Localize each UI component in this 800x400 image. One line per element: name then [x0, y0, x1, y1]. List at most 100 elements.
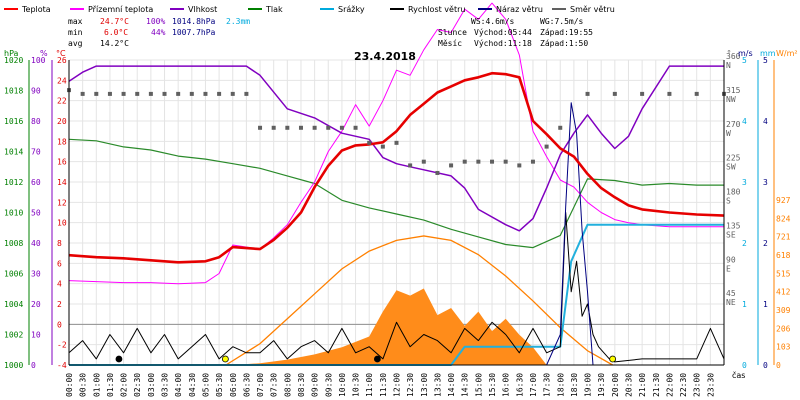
- direction-tick-label: 90: [726, 255, 736, 264]
- time-tick-label: 22:30: [679, 373, 688, 397]
- info-moon-rise: Východ:11:18: [474, 39, 532, 48]
- stats-avg-temp: 14.2°C: [100, 39, 129, 48]
- unit-c: °C: [56, 49, 66, 58]
- time-tick-label: 16:30: [515, 373, 524, 397]
- wind-speed-line: [68, 212, 725, 363]
- stats-min-temp: 6.0°C: [104, 28, 128, 37]
- legend-label: Tlak: [265, 5, 283, 14]
- c-tick-label: 8: [57, 239, 62, 248]
- unit-hpa: hPa: [4, 49, 19, 58]
- stats-avg-label: avg: [68, 39, 83, 48]
- axes: 1020101810161014101210101008100610041002…: [4, 52, 791, 397]
- wm2-tick-label: 721: [776, 233, 791, 242]
- wind-direction-point: [230, 91, 235, 96]
- sunset-marker: [609, 355, 617, 363]
- hpa-tick-label: 1010: [4, 209, 23, 218]
- wind-direction-point: [530, 159, 535, 164]
- time-tick-label: 21:00: [638, 373, 647, 397]
- time-tick-label: 02:00: [120, 373, 129, 397]
- wind-direction-point: [148, 91, 153, 96]
- time-tick-label: 02:30: [133, 373, 142, 397]
- wind-direction-point: [271, 125, 276, 130]
- c-tick-label: 4: [57, 280, 62, 289]
- time-tick-label: 13:30: [433, 373, 442, 397]
- info-sun-rise: Východ:05:44: [474, 28, 532, 37]
- ms-tick-label: 5: [763, 56, 768, 65]
- time-tick-label: 09:00: [311, 373, 320, 397]
- mm-tick-label: 3: [742, 178, 747, 187]
- unit-pct: %: [40, 49, 48, 58]
- wind-direction-point: [176, 91, 181, 96]
- pct-tick-label: 50: [31, 209, 41, 218]
- legend-label: Náraz větru: [496, 5, 543, 14]
- wind-direction-point: [326, 125, 331, 130]
- wind-direction-point: [558, 125, 563, 130]
- chart-date: 23.4.2018: [354, 50, 416, 63]
- ms-tick-label: 1: [763, 300, 768, 309]
- wind-direction-point: [121, 91, 126, 96]
- wind-direction-point: [408, 163, 413, 168]
- wm2-tick-label: 515: [776, 269, 791, 278]
- c-tick-label: 24: [57, 76, 67, 85]
- hpa-tick-label: 1002: [4, 331, 23, 340]
- direction-tick-label: SW: [726, 163, 736, 172]
- c-tick-label: -4: [57, 361, 67, 370]
- wind-direction-point: [353, 125, 358, 130]
- c-tick-label: 16: [57, 158, 67, 167]
- unit-deg: °: [727, 49, 731, 58]
- time-tick-label: 00:00: [65, 373, 74, 397]
- temperature-line: [68, 71, 725, 264]
- wind-direction-point: [107, 91, 112, 96]
- c-tick-label: 22: [57, 97, 67, 106]
- wind-direction-point: [380, 144, 385, 149]
- time-tick-label: 18:30: [570, 373, 579, 397]
- hpa-tick-label: 1016: [4, 117, 23, 126]
- direction-tick-label: 45: [726, 289, 736, 298]
- stats-max-temp: 24.7°C: [100, 17, 129, 26]
- mm-tick-label: 5: [742, 56, 747, 65]
- time-tick-label: 16:00: [502, 373, 511, 397]
- wind-direction-point: [667, 91, 672, 96]
- precip-line: [69, 223, 724, 366]
- hpa-tick-label: 1018: [4, 87, 23, 96]
- wind-direction-point: [162, 91, 167, 96]
- time-tick-label: 10:30: [352, 373, 361, 397]
- info-wg: WG:7.5m/s: [540, 17, 584, 26]
- time-tick-label: 10:00: [338, 373, 347, 397]
- time-tick-label: 05:30: [215, 373, 224, 397]
- time-tick-label: 08:00: [283, 373, 292, 397]
- solar-curve: [225, 235, 613, 366]
- pct-tick-label: 80: [31, 117, 41, 126]
- moonrise-marker: [373, 355, 381, 363]
- wind-direction-point: [312, 125, 317, 130]
- mm-tick-label: 2: [742, 239, 747, 248]
- humidity-line: [68, 65, 724, 232]
- wind-direction-point: [517, 163, 522, 168]
- wind-direction-point: [339, 125, 344, 130]
- legend-label: Rychlost větru: [408, 5, 465, 14]
- direction-tick-label: 180: [726, 188, 741, 197]
- info-moon-label: Měsíc: [438, 39, 462, 48]
- wind-direction-point: [612, 91, 617, 96]
- stats-min-label: min: [68, 28, 83, 37]
- legend-label: Přízemní teplota: [88, 5, 153, 14]
- pct-tick-label: 20: [31, 300, 41, 309]
- wind-direction-point: [490, 159, 495, 164]
- direction-tick-label: E: [726, 264, 731, 273]
- time-tick-label: 06:30: [242, 373, 251, 397]
- wind-direction-point: [640, 91, 645, 96]
- pct-tick-label: 10: [31, 331, 41, 340]
- time-tick-label: 19:00: [584, 373, 593, 397]
- wm2-tick-label: 0: [776, 361, 781, 370]
- c-tick-label: 26: [57, 56, 67, 65]
- info-sun-label: Slunce: [438, 28, 467, 37]
- hpa-tick-label: 1012: [4, 178, 23, 187]
- ms-tick-label: 3: [763, 178, 768, 187]
- legend-label: Směr větru: [570, 5, 615, 14]
- pct-tick-label: 100: [31, 56, 46, 65]
- direction-tick-label: 135: [726, 221, 741, 230]
- moonset-marker: [115, 355, 123, 363]
- direction-tick-label: N: [726, 61, 731, 70]
- time-tick-label: 06:00: [229, 373, 238, 397]
- c-tick-label: 18: [57, 137, 67, 146]
